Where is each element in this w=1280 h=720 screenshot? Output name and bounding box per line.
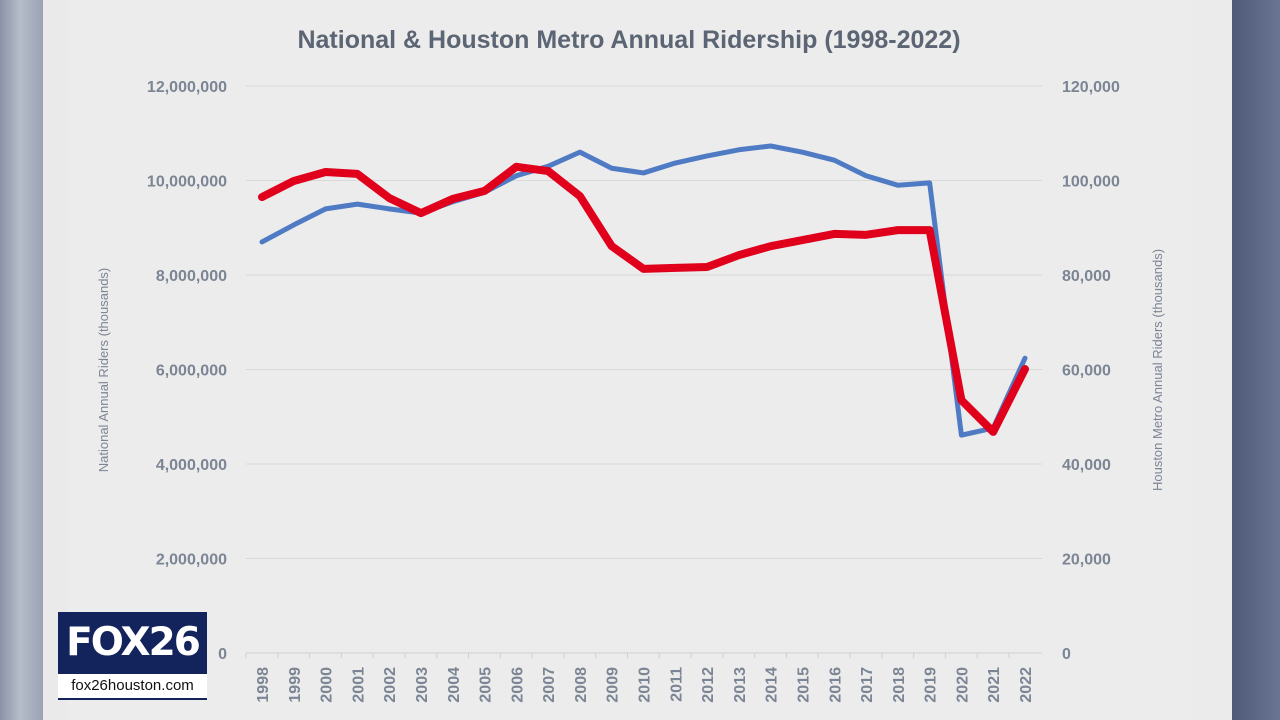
y-tick-label: 6,000,000 <box>156 363 227 380</box>
x-tick-label: 2016 <box>827 667 844 703</box>
fox26-logo: FOX26 fox26houston.com <box>58 612 207 700</box>
x-tick-label: 2015 <box>795 667 812 703</box>
y2-tick-label: 80,000 <box>1062 268 1111 285</box>
y2-tick-label: 20,000 <box>1062 552 1111 569</box>
chart-panel <box>68 0 1193 720</box>
x-tick-label: 2006 <box>509 667 526 703</box>
x-tick-label: 2007 <box>541 667 558 703</box>
x-tick-label: 2019 <box>923 667 940 703</box>
x-tick-label: 2012 <box>700 667 717 703</box>
logo-url: fox26houston.com <box>58 674 207 700</box>
x-tick-label: 2010 <box>637 667 654 703</box>
national-series-line <box>259 143 1028 438</box>
x-tick-label: 2000 <box>319 667 336 703</box>
x-tick-label: 2021 <box>986 667 1003 703</box>
y2-tick-label: 60,000 <box>1062 363 1111 380</box>
x-tick-label: 1998 <box>255 667 272 703</box>
x-tick-label: 2014 <box>764 667 781 703</box>
x-tick-label: 2005 <box>478 667 495 703</box>
x-tick-label: 2022 <box>1018 667 1035 703</box>
x-tick-label: 2001 <box>350 667 367 703</box>
chart-title: National & Houston Metro Annual Ridershi… <box>297 26 961 54</box>
y2-tick-label: 40,000 <box>1062 457 1111 474</box>
x-tick-label: 2002 <box>382 667 399 703</box>
x-tick-label: 2020 <box>954 667 971 703</box>
x-tick-label: 2013 <box>732 667 749 703</box>
x-tick-label: 2003 <box>414 667 431 703</box>
x-tick-label: 1999 <box>287 667 304 703</box>
houston-series-line <box>258 162 1029 436</box>
y-axis-label: National Annual Riders (thousands) <box>96 268 111 473</box>
y2-tick-label: 100,000 <box>1062 174 1120 191</box>
x-tick-label: 2018 <box>891 667 908 703</box>
x-tick-label: 2017 <box>859 667 876 703</box>
y2-axis-label: Houston Metro Annual Riders (thousands) <box>1150 249 1165 491</box>
y-tick-label: 10,000,000 <box>147 174 227 191</box>
y2-tick-label: 0 <box>1062 646 1071 663</box>
y-tick-label: 4,000,000 <box>156 457 227 474</box>
y2-tick-label: 120,000 <box>1062 79 1120 96</box>
x-tick-label: 2004 <box>446 667 463 703</box>
y-tick-label: 8,000,000 <box>156 268 227 285</box>
logo-brand: FOX26 <box>58 612 207 674</box>
x-tick-label: 2011 <box>668 667 685 702</box>
y-tick-label: 2,000,000 <box>156 552 227 569</box>
x-tick-label: 2008 <box>573 667 590 703</box>
y-tick-label: 12,000,000 <box>147 79 227 96</box>
y-tick-label: 0 <box>218 646 227 663</box>
x-tick-label: 2009 <box>605 667 622 703</box>
